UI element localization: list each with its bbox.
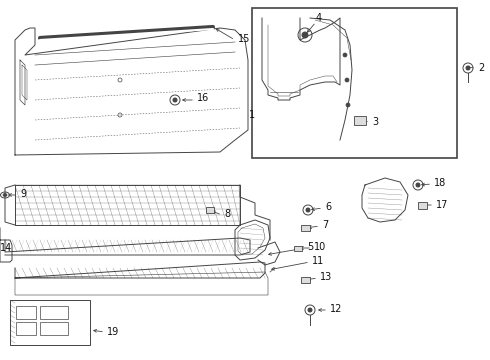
Text: 9: 9 (20, 189, 26, 199)
Text: 15: 15 (238, 34, 250, 44)
Text: 4: 4 (316, 13, 322, 23)
Text: 14: 14 (0, 243, 12, 253)
Bar (16, 322, 36, 335)
Text: 1: 1 (249, 110, 255, 120)
Circle shape (173, 98, 177, 102)
Bar (40, 322, 68, 335)
Bar (16, 306, 36, 319)
Circle shape (345, 78, 349, 82)
Text: 2: 2 (478, 63, 484, 73)
Text: 19: 19 (107, 327, 119, 337)
Circle shape (343, 53, 347, 57)
Bar (300, 225, 310, 231)
Circle shape (308, 308, 312, 312)
Bar (354, 116, 366, 125)
Bar (40, 306, 68, 319)
Text: 18: 18 (434, 178, 446, 188)
Circle shape (306, 208, 310, 212)
Bar (417, 202, 426, 208)
Bar (252, 8, 457, 158)
Text: 7: 7 (322, 220, 328, 230)
Text: 13: 13 (320, 272, 332, 282)
Text: 12: 12 (330, 304, 343, 314)
Text: 16: 16 (197, 93, 209, 103)
Bar (300, 277, 310, 283)
Text: 10: 10 (314, 242, 326, 252)
Circle shape (466, 66, 470, 70)
Text: 17: 17 (436, 200, 448, 210)
Text: 3: 3 (372, 117, 378, 127)
Bar (294, 246, 302, 251)
Text: 6: 6 (325, 202, 331, 212)
Text: 5: 5 (307, 242, 313, 252)
Bar (206, 207, 214, 213)
Text: 11: 11 (312, 256, 324, 266)
Text: 8: 8 (224, 209, 230, 219)
Circle shape (416, 183, 420, 187)
Circle shape (346, 103, 350, 107)
Circle shape (302, 32, 308, 38)
Ellipse shape (3, 194, 7, 197)
